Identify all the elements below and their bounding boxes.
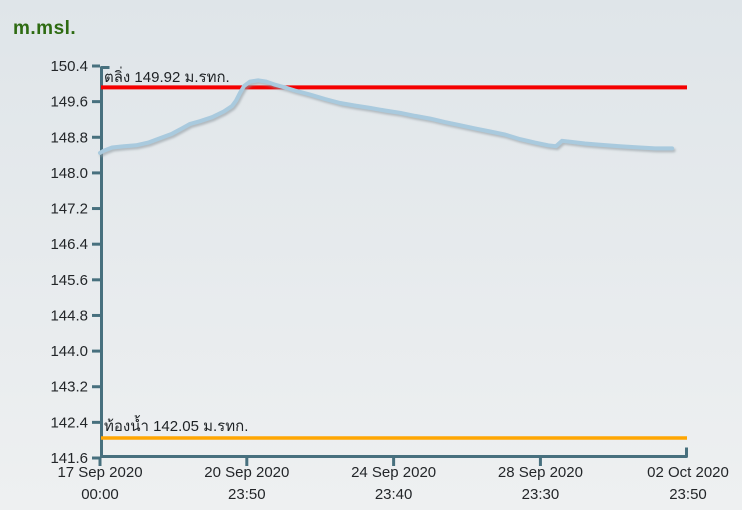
x-tick-label: 24 Sep 2020 23:40 (351, 464, 436, 503)
axis-frame (92, 64, 688, 466)
y-tick-label: 143.2 (50, 379, 88, 396)
x-tick-label: 20 Sep 2020 23:50 (204, 464, 289, 503)
y-tick-label: 150.4 (50, 58, 88, 75)
y-tick-label: 144.8 (50, 307, 88, 324)
y-tick-label: 149.6 (50, 94, 88, 111)
y-tick-label: 146.4 (50, 236, 88, 253)
axis-tick-labels: 150.4 149.6 148.8 148.0 147.2 146.4 145.6 144.8… (50, 58, 728, 503)
water-level-line (98, 78, 675, 155)
bed-level-label: ท้องน้ำ 142.05 ม.รทก. (104, 418, 249, 435)
y-tick-label: 141.6 (50, 450, 88, 467)
x-tick-label: 02 Oct 2020 23:50 (647, 464, 729, 503)
bank-level-label: ตลิ่ง 149.92 ม.รทก. (104, 69, 230, 86)
y-tick-label: 144.0 (50, 343, 88, 360)
y-axis-unit-label: m.msl. (13, 18, 77, 39)
water-level-series (98, 78, 675, 155)
y-tick-label: 148.0 (50, 165, 88, 182)
y-tick-label: 142.4 (50, 414, 88, 431)
y-tick-label: 145.6 (50, 272, 88, 289)
x-tick-label: 28 Sep 2020 23:30 (498, 464, 583, 503)
y-tick-label: 147.2 (50, 201, 88, 218)
y-tick-label: 148.8 (50, 129, 88, 146)
axis-line (100, 66, 688, 458)
x-tick-label: 17 Sep 2020 00:00 (57, 464, 142, 503)
reference-lines (101, 85, 687, 440)
